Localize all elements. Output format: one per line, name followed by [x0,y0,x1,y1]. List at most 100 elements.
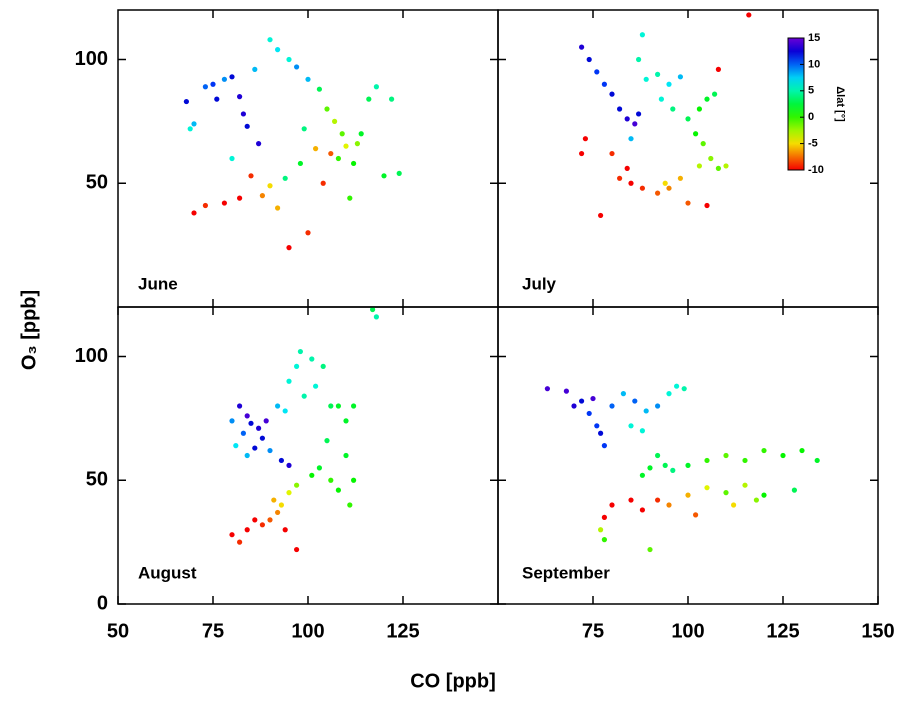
point [259,193,265,199]
point [582,136,589,142]
y-tick-label: 0 [97,592,108,614]
point [791,487,798,493]
point [639,32,646,38]
point [647,465,653,471]
point [639,507,646,513]
point [252,445,258,451]
point [275,403,281,409]
point [715,165,722,171]
point [309,472,315,478]
point [628,180,634,186]
point [381,173,387,179]
x-tick-label: 150 [861,620,894,642]
y-tick-label: 100 [75,345,108,367]
point [586,410,592,417]
point [286,56,292,63]
point [294,482,300,488]
point [316,86,322,92]
point [221,200,227,206]
point [351,160,357,167]
point [237,539,243,545]
point [324,438,330,444]
point [187,126,193,132]
point [275,47,281,53]
point [609,150,615,157]
panel-frame [497,9,879,308]
point [373,84,379,90]
point [636,111,642,117]
point [335,487,341,493]
point [214,96,220,102]
point [286,245,292,251]
point [685,116,691,122]
point [624,165,630,171]
point [632,398,638,404]
point [666,185,672,191]
panel-frame [117,306,499,605]
point [753,497,760,503]
point [305,230,311,236]
point [335,403,341,409]
point [544,386,551,392]
point [579,398,585,404]
point [267,183,273,189]
point [780,452,786,459]
point [191,210,197,216]
panel-label: June [138,274,178,293]
x-axis-title: CO [ppb] [410,670,496,692]
point [704,96,710,102]
point [723,163,729,169]
point [237,195,243,201]
point [617,106,623,112]
point [601,81,608,87]
point [662,462,668,468]
point [624,116,630,122]
point [343,143,349,149]
point [294,546,300,553]
point [662,180,668,186]
point [704,457,710,464]
x-tick-label: 125 [386,620,419,642]
point [723,452,729,459]
point [685,462,691,468]
point [332,118,338,124]
point [358,131,364,137]
point [677,74,684,80]
x-tick-label: 75 [202,620,224,642]
colorbar-label: Δlat [°] [834,86,846,122]
point [389,96,395,102]
x-tick-label: 50 [107,620,129,642]
point [601,443,608,449]
point [715,66,722,72]
point [609,91,615,97]
point [244,527,250,533]
point [594,423,600,429]
point [183,98,189,105]
panel-frame [497,306,879,605]
point [620,391,627,397]
point [681,386,687,392]
point [229,418,235,424]
point [670,106,676,112]
point [294,64,300,70]
point [297,348,303,355]
point [696,106,703,112]
point [351,403,357,409]
y-tick-label: 50 [86,172,108,194]
point [601,537,608,543]
point [248,173,254,179]
point [396,170,402,176]
point [643,76,649,82]
point [594,69,600,75]
point [282,408,288,414]
point [632,121,638,127]
point [586,56,592,63]
point [294,363,300,369]
colorbar [787,37,805,171]
point [297,160,303,167]
point [259,522,265,528]
point [666,81,672,87]
point [343,452,349,459]
point [609,403,615,409]
point [628,497,634,503]
